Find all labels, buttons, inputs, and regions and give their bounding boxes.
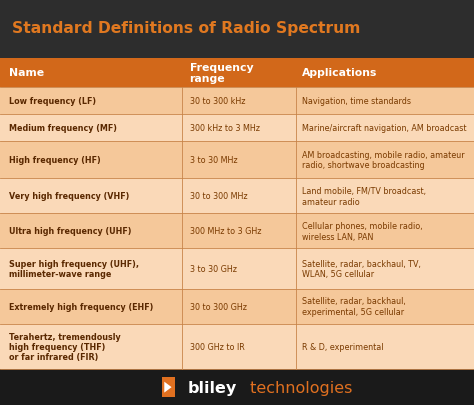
Text: 30 to 300 MHz: 30 to 300 MHz bbox=[190, 192, 247, 201]
Text: Medium frequency (MF): Medium frequency (MF) bbox=[9, 124, 118, 132]
Bar bbox=[0, 88, 474, 115]
Text: Super high frequency (UHF),
millimeter-wave range: Super high frequency (UHF), millimeter-w… bbox=[9, 259, 139, 279]
Text: 3 to 30 GHz: 3 to 30 GHz bbox=[190, 264, 237, 273]
Bar bbox=[0, 0, 474, 59]
Bar bbox=[0, 249, 474, 289]
Text: R & D, experimental: R & D, experimental bbox=[302, 342, 383, 351]
Text: Satellite, radar, backhaul,
experimental, 5G cellular: Satellite, radar, backhaul, experimental… bbox=[302, 297, 406, 316]
Text: Cellular phones, mobile radio,
wireless LAN, PAN: Cellular phones, mobile radio, wireless … bbox=[302, 222, 422, 241]
Polygon shape bbox=[164, 382, 172, 392]
Text: Satellite, radar, backhaul, TV,
WLAN, 5G cellular: Satellite, radar, backhaul, TV, WLAN, 5G… bbox=[302, 259, 421, 279]
Text: Low frequency (LF): Low frequency (LF) bbox=[9, 97, 97, 106]
Text: Ultra high frequency (UHF): Ultra high frequency (UHF) bbox=[9, 227, 132, 236]
Text: Applications: Applications bbox=[302, 68, 377, 78]
Text: Frequency
range: Frequency range bbox=[190, 62, 253, 84]
Bar bbox=[0, 369, 474, 405]
Text: High frequency (HF): High frequency (HF) bbox=[9, 156, 101, 165]
Bar bbox=[0, 115, 474, 141]
Text: 3 to 30 MHz: 3 to 30 MHz bbox=[190, 156, 237, 165]
Bar bbox=[0, 179, 474, 214]
Bar bbox=[0, 214, 474, 249]
Text: 300 MHz to 3 GHz: 300 MHz to 3 GHz bbox=[190, 227, 261, 236]
Text: Very high frequency (VHF): Very high frequency (VHF) bbox=[9, 192, 130, 201]
Text: Terahertz, tremendously
high frequency (THF)
or far infrared (FIR): Terahertz, tremendously high frequency (… bbox=[9, 332, 121, 361]
Text: 30 to 300 kHz: 30 to 300 kHz bbox=[190, 97, 245, 106]
Bar bbox=[0, 324, 474, 369]
Bar bbox=[0, 59, 474, 88]
Bar bbox=[0, 289, 474, 324]
Bar bbox=[0, 141, 474, 179]
Text: Extremely high frequency (EHF): Extremely high frequency (EHF) bbox=[9, 302, 154, 311]
Text: bliley: bliley bbox=[187, 380, 237, 394]
Text: 300 kHz to 3 MHz: 300 kHz to 3 MHz bbox=[190, 124, 260, 132]
Text: Navigation, time standards: Navigation, time standards bbox=[302, 97, 411, 106]
Text: AM broadcasting, mobile radio, amateur
radio, shortwave broadcasting: AM broadcasting, mobile radio, amateur r… bbox=[302, 151, 465, 170]
Text: Standard Definitions of Radio Spectrum: Standard Definitions of Radio Spectrum bbox=[12, 21, 360, 36]
Text: Name: Name bbox=[9, 68, 45, 78]
Text: Land mobile, FM/TV broadcast,
amateur radio: Land mobile, FM/TV broadcast, amateur ra… bbox=[302, 187, 426, 206]
Text: Marine/aircraft navigation, AM broadcast: Marine/aircraft navigation, AM broadcast bbox=[302, 124, 466, 132]
Text: technologies: technologies bbox=[245, 380, 353, 394]
Text: 300 GHz to IR: 300 GHz to IR bbox=[190, 342, 245, 351]
Text: 30 to 300 GHz: 30 to 300 GHz bbox=[190, 302, 246, 311]
Bar bbox=[162, 377, 175, 397]
